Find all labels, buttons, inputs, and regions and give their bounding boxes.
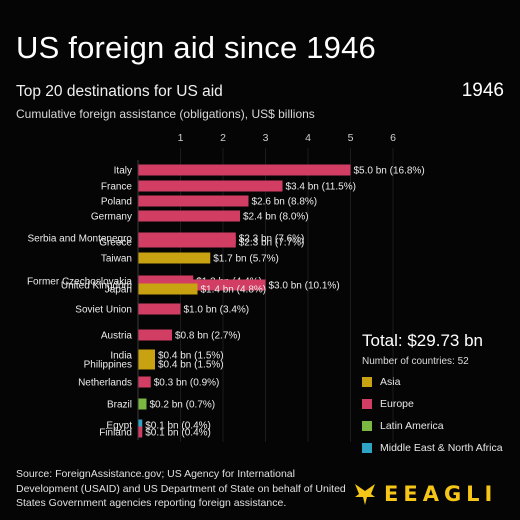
country-label-france: France [101,182,133,193]
country-label-netherlands: Netherlands [78,378,132,389]
legend-swatch-middle-east [362,443,372,453]
value-label-austria: $0.8 bn (2.7%) [175,331,241,342]
bar-poland [138,195,249,207]
country-label-italy: Italy [114,166,132,177]
value-label-greece: $2.3 bn (7.7%) [239,238,305,249]
total-value: Total: $29.73 bn [362,331,483,350]
country-label-serbia-and-montenegro: Serbia and Montenegro [27,234,132,245]
country-label-former-czechoslovakia: Former Czechoslovakia [27,277,132,288]
legend-swatch-europe [362,399,372,409]
country-label-taiwan: Taiwan [101,254,132,265]
year-label: 1946 [461,80,504,101]
value-label-italy: $5.0 bn (16.8%) [354,166,425,177]
country-label-austria: Austria [101,331,133,342]
value-label-egypt: $0.1 bn (0.4%) [145,421,211,432]
bar-taiwan [138,252,211,264]
eeagli-logo: EEAGLI [352,481,497,507]
bar-germany [138,210,240,222]
tick-label-1: 1 [178,132,184,144]
country-label-united-kingdom: United Kingdom [61,281,132,292]
value-label-serbia-and-montenegro: $2.3 bn (7.6%) [239,234,305,245]
axis-description: Cumulative foreign assistance (obligatio… [16,107,315,121]
value-label-taiwan: $1.7 bn (5.7%) [213,254,279,265]
country-label-poland: Poland [101,197,132,208]
legend-label-europe: Europe [380,398,414,410]
legend-label-asia: Asia [380,376,401,388]
value-label-germany: $2.4 bn (8.0%) [243,212,309,223]
bar-netherlands [138,376,151,388]
country-label-japan: Japan [105,285,132,296]
country-label-egypt: Egypt [106,421,132,432]
country-label-soviet-union: Soviet Union [75,305,132,316]
value-label-india: $0.4 bn (1.5%) [158,351,224,362]
legend-item-latin-america: Latin America [362,420,503,432]
bar-soviet-union [138,303,181,315]
legend-swatch-latin-america [362,421,372,431]
tick-label-4: 4 [305,132,311,144]
tick-label-5: 5 [348,132,354,144]
chart-subtitle: Top 20 destinations for US aid [16,83,223,100]
tick-label-6: 6 [390,132,396,144]
country-label-greece: Greece [99,238,132,249]
bar-japan [138,283,198,295]
country-label-germany: Germany [91,212,132,223]
source-note: Source: ForeignAssistance.gov; US Agency… [16,468,346,509]
value-label-netherlands: $0.3 bn (0.9%) [154,378,220,389]
value-label-brazil: $0.2 bn (0.7%) [150,400,216,411]
value-label-united-kingdom: $3.0 bn (10.1%) [269,281,340,292]
legend-item-europe: Europe [362,398,503,410]
bar-egypt [138,419,143,431]
value-label-soviet-union: $1.0 bn (3.4%) [184,305,250,316]
bar-india [138,349,155,361]
bar-austria [138,329,172,341]
value-label-poland: $2.6 bn (8.8%) [252,197,318,208]
bar-italy [138,164,351,176]
value-label-finland: $0.1 bn (0.4%) [145,428,211,439]
bar-united-kingdom [138,279,266,291]
logo-text: EEAGLI [384,482,498,506]
country-label-finland: Finland [99,428,132,439]
bar-france [138,180,283,192]
legend-label-latin-america: Latin America [380,420,444,432]
legend: Asia Europe Latin America Middle East & … [362,376,503,464]
bar-chart: 1 2 3 4 5 6 Italy $5.0 bn (16.8%) France $3.4 bn … [27,132,425,442]
value-label-philippines: $0.4 bn (1.5%) [158,360,224,371]
value-label-france: $3.4 bn (11.5%) [286,182,356,193]
bar-brazil [138,398,147,410]
chart-title: US foreign aid since 1946 [16,30,377,65]
eagle-icon [355,484,375,505]
tick-label-3: 3 [263,132,269,144]
legend-item-asia: Asia [362,376,503,388]
legend-swatch-asia [362,377,372,387]
country-label-brazil: Brazil [107,400,132,411]
country-label-philippines: Philippines [84,360,132,371]
bar-philippines [138,358,155,370]
legend-label-middle-east: Middle East & North Africa [380,442,503,454]
country-label-india: India [110,351,132,362]
bar-finland [138,426,143,438]
country-count: Number of countries: 52 [362,356,469,367]
tick-label-2: 2 [220,132,226,144]
value-label-japan: $1.4 bn (4.8%) [201,285,267,296]
legend-item-middle-east: Middle East & North Africa [362,442,503,454]
bar-greece [138,236,236,248]
